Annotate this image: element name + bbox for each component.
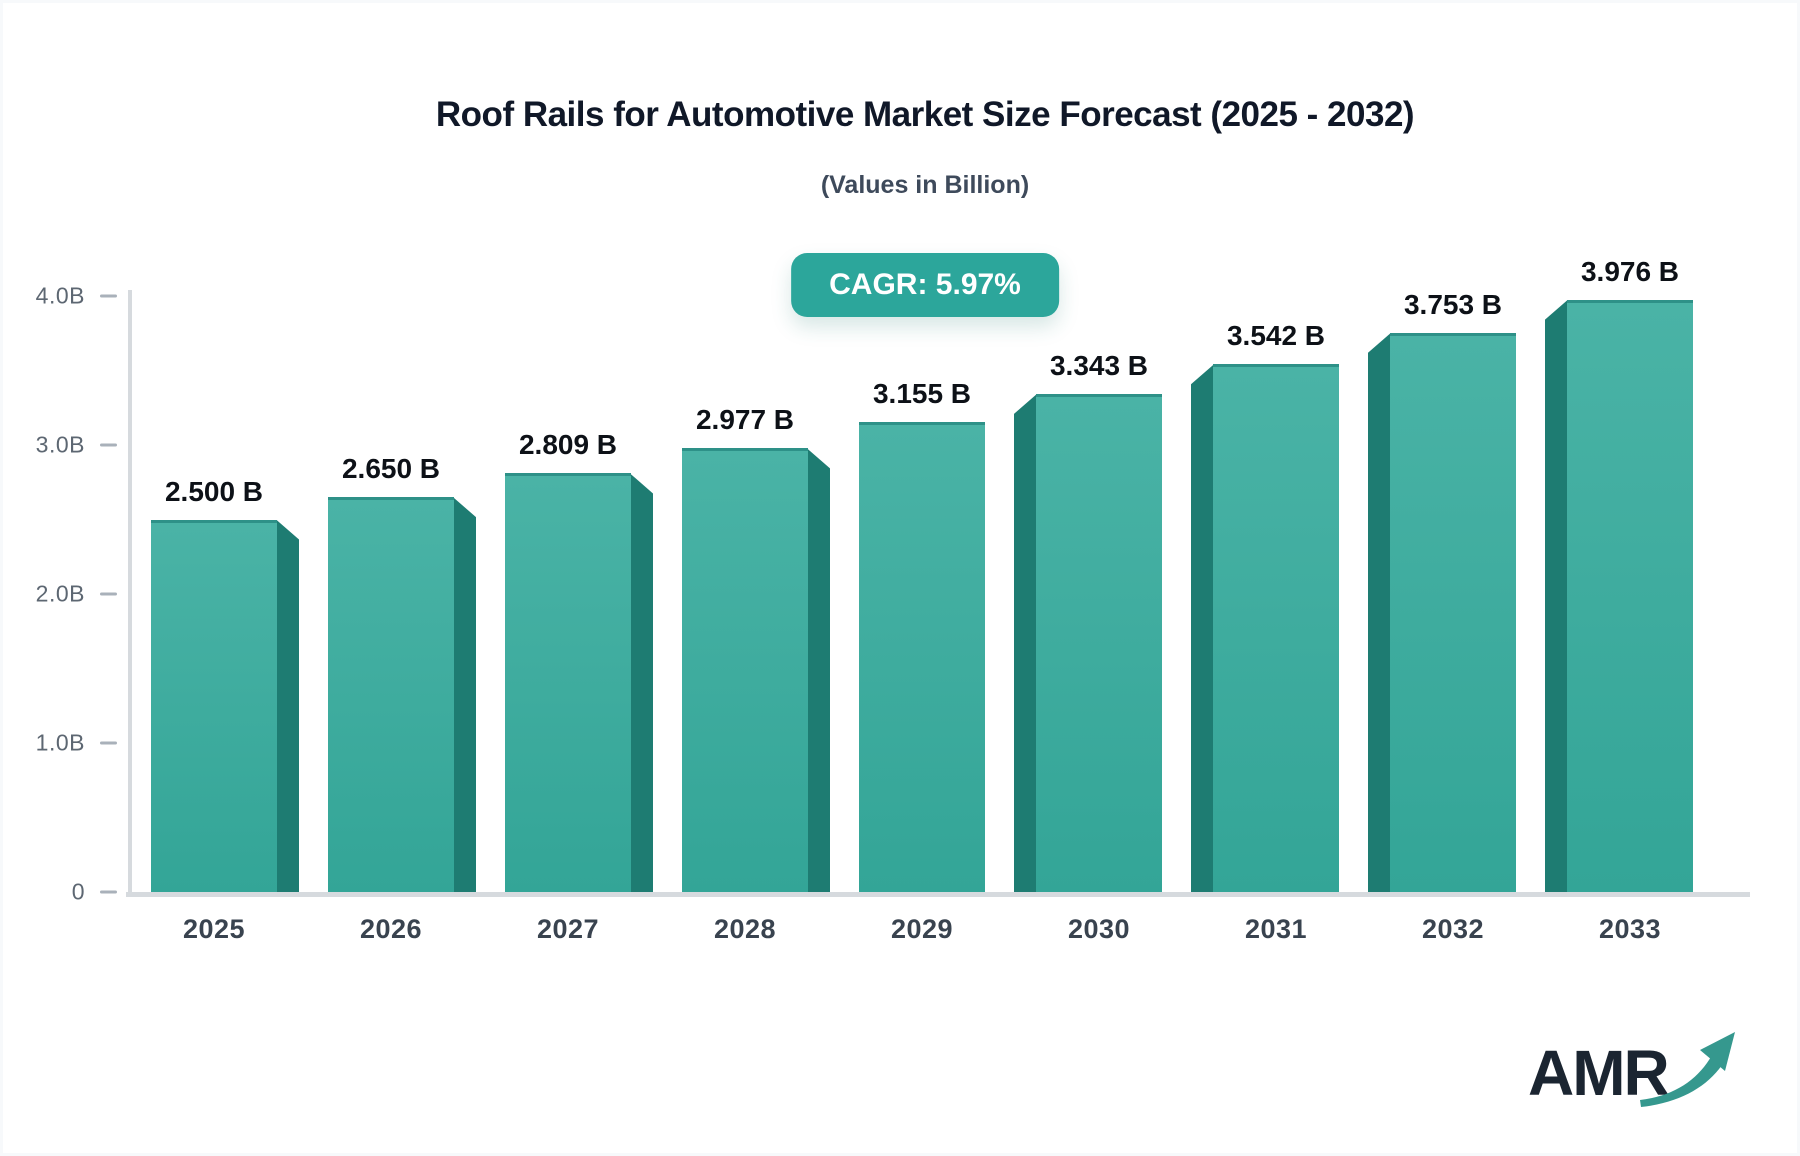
x-axis-line (126, 892, 1750, 897)
y-tick-mark (100, 890, 117, 894)
y-tick-label: 4.0B (35, 282, 85, 309)
x-label-2033: 2033 (1598, 914, 1662, 944)
y-tick-label: 2.0B (35, 580, 85, 607)
bar-2029 (859, 421, 985, 892)
bar-side-2033 (1545, 299, 1568, 892)
bar-2026 (328, 497, 454, 892)
y-tick-mark (100, 443, 117, 447)
trend-up-arrow-icon (1640, 1032, 1735, 1107)
page-subtitle: (Values in Billion) (820, 171, 1030, 199)
y-tick-mark (100, 294, 117, 298)
x-label-2029: 2029 (890, 914, 954, 944)
bar-side-2025 (276, 519, 299, 892)
value-label-2030: 3.343 B (1049, 349, 1149, 381)
y-tick-mark (100, 741, 117, 745)
y-tick-label: 1.0B (35, 729, 85, 756)
value-label-2032: 3.753 B (1403, 288, 1503, 320)
x-label-2025: 2025 (182, 914, 246, 944)
bar-side-2031 (1191, 364, 1214, 892)
cagr-badge: CAGR: 5.97% (791, 253, 1059, 317)
value-label-2033: 3.976 B (1580, 255, 1680, 287)
x-label-2027: 2027 (536, 914, 600, 944)
x-label-2028: 2028 (713, 914, 777, 944)
bar-2030 (1036, 393, 1162, 892)
value-label-2031: 3.542 B (1226, 320, 1326, 352)
x-label-2031: 2031 (1244, 914, 1308, 944)
bar-2032 (1390, 332, 1516, 892)
y-tick-mark (100, 592, 117, 596)
bar-side-2030 (1014, 393, 1037, 892)
bar-side-2027 (630, 473, 653, 892)
logo-text: AMR (1528, 1037, 1670, 1109)
value-label-2029: 3.155 B (872, 377, 972, 409)
bar-2031 (1213, 364, 1339, 892)
value-label-2027: 2.809 B (518, 429, 618, 461)
value-label-2028: 2.977 B (695, 404, 795, 436)
x-label-2030: 2030 (1067, 914, 1131, 944)
y-tick-label: 3.0B (35, 431, 85, 458)
bar-side-2026 (453, 497, 476, 892)
x-label-2032: 2032 (1421, 914, 1485, 944)
amr-logo: AMR (1528, 1026, 1748, 1121)
x-label-2026: 2026 (359, 914, 423, 944)
y-tick-label: 0 (71, 878, 85, 905)
value-label-2026: 2.650 B (341, 453, 441, 485)
page-title: Roof Rails for Automotive Market Size Fo… (435, 95, 1415, 134)
bar-side-2028 (807, 448, 830, 892)
bar-2033 (1567, 299, 1693, 892)
bar-side-2032 (1368, 332, 1391, 892)
bar-2025 (151, 519, 277, 892)
bar-2028 (682, 448, 808, 892)
value-label-2025: 2.500 B (164, 475, 264, 507)
y-axis-line (128, 290, 132, 896)
bar-2027 (505, 473, 631, 892)
